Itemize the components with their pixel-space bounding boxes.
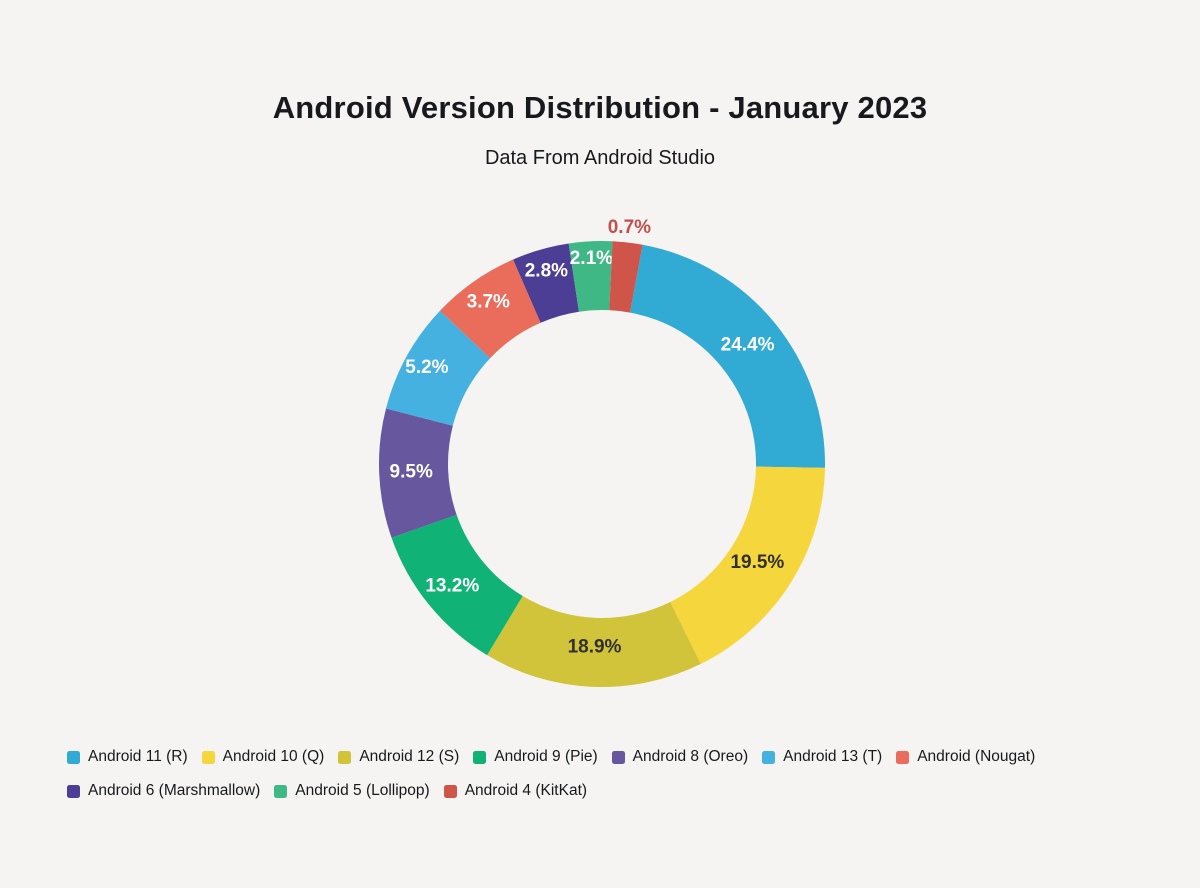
donut-chart: 24.4% 19.5% 18.9% 13.2% 9.5% 5.2% 3.7% 2.8%2.1%…	[379, 217, 826, 688]
chart-title: Android Version Distribution - January 2…	[272, 90, 928, 125]
legend-swatch-android-5-lollipop	[274, 784, 288, 798]
pie-slice-android-6-marshmallow[interactable]	[513, 243, 579, 323]
pie-slice-android-12-s[interactable]	[487, 596, 701, 688]
legend-item-android-12-s[interactable]: Android 12 (S)	[338, 746, 459, 768]
legend-swatch-android-4-kitkat	[443, 784, 457, 798]
legend-swatch-android-9-pie	[473, 750, 487, 764]
chart-subtitle: Data From Android Studio	[484, 147, 716, 169]
legend-swatch-android-6-marshmallow	[67, 784, 80, 798]
slice-value-label-android-8-oreo: 9.5%	[390, 462, 433, 483]
slice-value-label-android-10-q: 19.5%	[730, 552, 784, 573]
legend-swatch-android-8-oreo	[611, 750, 625, 764]
legend-label: Android 8 (Oreo)	[632, 748, 749, 765]
chart-legend: Android 11 (R) Android 10 (Q) Android 12 (…	[67, 746, 1147, 802]
pie-slice-android-nougat[interactable]	[439, 259, 541, 359]
legend-label: Android 12 (S)	[359, 748, 460, 765]
slice-value-label-android-nougat: 3.7%	[467, 291, 510, 312]
slice-value-label-android-12-s: 18.9%	[568, 636, 622, 657]
pie-slice-android-9-pie[interactable]	[391, 514, 523, 656]
legend-swatch-android-nougat	[896, 750, 910, 764]
pie-slice-android-8-oreo[interactable]	[379, 408, 457, 538]
legend-label: Android 5 (Lollipop)	[295, 782, 430, 799]
slice-value-label-android-9-pie: 13.2%	[425, 575, 479, 596]
legend-swatch-android-13-t	[762, 750, 776, 764]
legend-label: Android 10 (Q)	[222, 748, 325, 765]
legend-item-android-8-oreo[interactable]: Android 8 (Oreo)	[611, 746, 749, 768]
pie-slice-android-13-t[interactable]	[386, 310, 491, 426]
legend-item-android-13-t[interactable]: Android 13 (T)	[762, 746, 882, 768]
pie-slice-android-4-kitkat[interactable]	[609, 241, 643, 313]
legend-item-android-4-kitkat[interactable]: Android 4 (KitKat)	[443, 780, 588, 802]
legend-label: Android (Nougat)	[917, 748, 1036, 765]
legend-swatch-android-11-r	[67, 750, 80, 764]
legend-item-android-5-lollipop[interactable]: Android 5 (Lollipop)	[274, 780, 430, 802]
legend-swatch-android-12-s	[338, 750, 352, 764]
slice-value-label-android-6-marshmallow: 2.8%	[525, 260, 568, 281]
legend-label: Android 6 (Marshmallow)	[88, 782, 261, 799]
legend-swatch-android-10-q	[201, 750, 215, 764]
legend-label: Android 11 (R)	[88, 748, 188, 765]
legend-label: Android 13 (T)	[783, 748, 883, 765]
pie-slice-android-5-lollipop[interactable]	[568, 241, 613, 312]
slice-value-label-android-4-kitkat: 0.7%	[608, 217, 651, 238]
legend-item-android-9-pie[interactable]: Android 9 (Pie)	[473, 746, 598, 768]
legend-label: Android 4 (KitKat)	[464, 782, 588, 799]
legend-item-android-nougat[interactable]: Android (Nougat)	[896, 746, 1035, 768]
slice-value-label-android-13-t: 5.2%	[405, 357, 448, 378]
legend-item-android-10-q[interactable]: Android 10 (Q)	[201, 746, 325, 768]
pie-slice-android-10-q[interactable]	[670, 466, 825, 664]
slice-value-label-android-11-r: 24.4%	[721, 335, 775, 356]
pie-slice-android-11-r[interactable]	[630, 244, 826, 468]
slice-value-label-android-5-lollipop: 2.1%	[570, 248, 613, 269]
legend-item-android-11-r[interactable]: Android 11 (R)	[67, 746, 188, 768]
legend-item-android-6-marshmallow[interactable]: Android 6 (Marshmallow)	[67, 780, 260, 802]
legend-label: Android 9 (Pie)	[494, 748, 598, 765]
